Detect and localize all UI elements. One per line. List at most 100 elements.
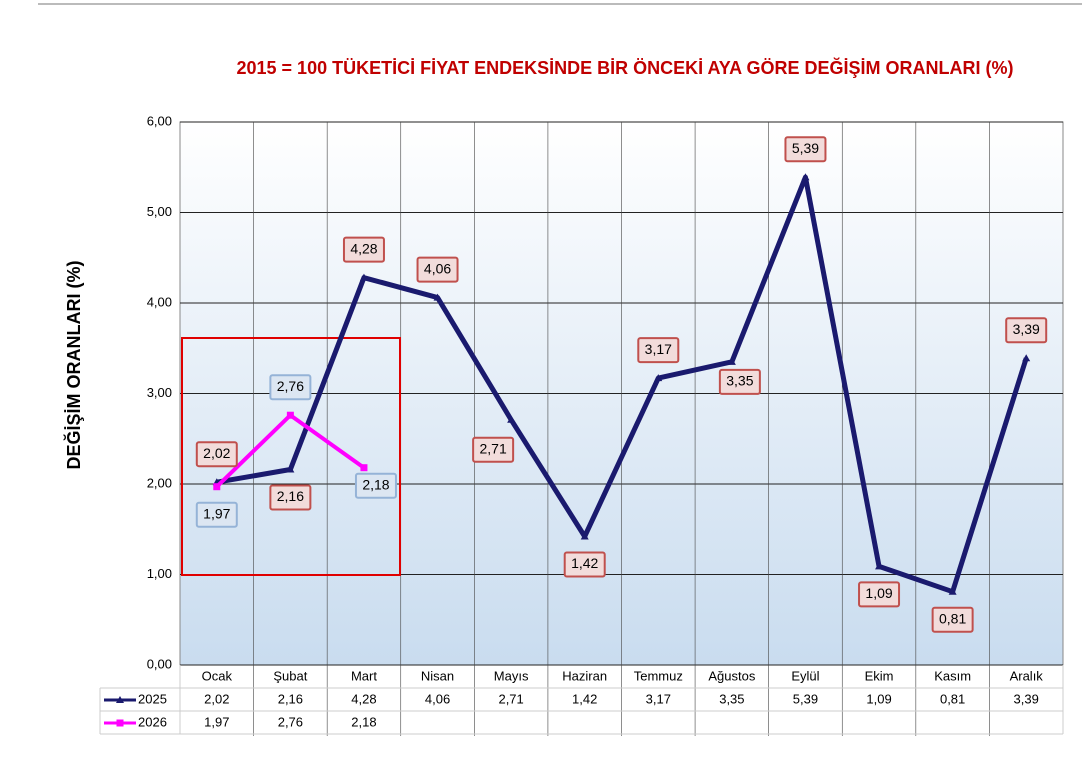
data-label-box <box>342 236 385 263</box>
data-label: 0,81 <box>931 606 974 633</box>
point-marker <box>433 293 442 301</box>
highlight-box <box>181 337 401 576</box>
data-label-text: 4,28 <box>350 240 377 256</box>
data-label-text: 2,02 <box>203 445 230 461</box>
data-label-text: 3,35 <box>726 373 753 389</box>
x-tick-label: Mayıs <box>494 668 529 683</box>
table-cell: 4,28 <box>351 691 376 706</box>
data-label: 2,16 <box>269 484 312 511</box>
data-label-text: 4,06 <box>424 260 451 276</box>
point-marker <box>1022 354 1031 362</box>
point-marker <box>360 464 368 472</box>
chart-title: 2015 = 100 TÜKETİCİ FİYAT ENDEKSİNDE BİR… <box>236 58 1014 78</box>
point-marker <box>654 374 663 382</box>
data-label: 2,71 <box>472 436 515 463</box>
data-label-box <box>931 606 974 633</box>
x-tick-label: Temmuz <box>634 668 683 683</box>
data-label-text: 5,39 <box>792 140 819 156</box>
data-label-text: 3,39 <box>1013 321 1040 337</box>
data-label-box <box>472 436 515 463</box>
data-label-box <box>269 484 312 511</box>
x-tick-label: Ağustos <box>708 668 755 683</box>
data-label-box <box>195 501 238 528</box>
data-label: 2,18 <box>354 472 397 499</box>
data-label-box <box>718 368 761 395</box>
data-label: 1,42 <box>563 551 606 578</box>
data-label-text: 2,76 <box>277 378 304 394</box>
series-line <box>216 174 1029 595</box>
data-label-text: 2,18 <box>362 476 389 492</box>
point-marker <box>213 483 221 491</box>
point-marker <box>875 562 884 570</box>
x-tick-label: Şubat <box>273 668 307 683</box>
point-marker <box>801 173 810 181</box>
data-label-box <box>354 472 397 499</box>
table-cell: 0,81 <box>940 691 965 706</box>
x-tick-label: Ocak <box>202 668 233 683</box>
legend-marker <box>116 696 124 703</box>
data-label-box <box>563 551 606 578</box>
data-label-text: 2,16 <box>277 488 304 504</box>
data-label-text: 1,97 <box>203 505 230 521</box>
data-label-box <box>637 337 680 364</box>
table-cell: 2,71 <box>498 691 523 706</box>
data-label: 3,39 <box>1005 317 1048 344</box>
data-label-box <box>1005 317 1048 344</box>
data-label-text: 1,42 <box>571 555 598 571</box>
table-cell: 5,39 <box>793 691 818 706</box>
point-marker <box>948 587 957 595</box>
data-label: 5,39 <box>784 136 827 163</box>
legend-label: 2026 <box>138 714 167 729</box>
y-axis-label: DEĞİŞİM ORANLARI (%) <box>63 260 84 469</box>
data-label: 1,97 <box>195 501 238 528</box>
y-tick-label: 4,00 <box>147 294 172 309</box>
table-cell: 2,76 <box>278 714 303 729</box>
x-tick-label: Aralık <box>1010 668 1044 683</box>
data-label-box <box>269 374 312 401</box>
data-label-box <box>784 136 827 163</box>
data-label-text: 3,17 <box>645 341 672 357</box>
x-tick-label: Nisan <box>421 668 454 683</box>
table-cell: 4,06 <box>425 691 450 706</box>
point-marker <box>727 357 736 365</box>
data-label: 2,02 <box>195 441 238 468</box>
y-tick-label: 5,00 <box>147 204 172 219</box>
table-cell: 1,42 <box>572 691 597 706</box>
table-cell: 3,17 <box>646 691 671 706</box>
point-marker <box>507 415 516 423</box>
table-cell: 3,39 <box>1014 691 1039 706</box>
point-marker <box>359 273 368 281</box>
data-label: 3,35 <box>718 368 761 395</box>
y-tick-label: 3,00 <box>147 385 172 400</box>
x-tick-label: Eylül <box>791 668 819 683</box>
y-tick-label: 2,00 <box>147 475 172 490</box>
data-label: 4,28 <box>342 236 385 263</box>
y-tick-label: 6,00 <box>147 113 172 128</box>
data-label-box <box>858 581 901 608</box>
table-cell: 2,18 <box>351 714 376 729</box>
data-label-box <box>195 441 238 468</box>
data-label-text: 1,09 <box>865 585 892 601</box>
x-tick-label: Kasım <box>934 668 971 683</box>
y-tick-label: 0,00 <box>147 656 172 671</box>
table-cell: 3,35 <box>719 691 744 706</box>
table-cell: 2,16 <box>278 691 303 706</box>
x-tick-label: Ekim <box>865 668 894 683</box>
x-tick-label: Mart <box>351 668 377 683</box>
table-cell: 1,97 <box>204 714 229 729</box>
legend-label: 2025 <box>138 691 167 706</box>
table-cell: 1,09 <box>866 691 891 706</box>
data-label-text: 2,71 <box>480 440 507 456</box>
data-label: 2,76 <box>269 374 312 401</box>
data-label-text: 0,81 <box>939 610 966 626</box>
point-marker <box>286 411 294 419</box>
data-label: 1,09 <box>858 581 901 608</box>
x-tick-label: Haziran <box>562 668 607 683</box>
legend-marker <box>116 719 124 727</box>
table-cell: 2,02 <box>204 691 229 706</box>
data-label-box <box>416 256 459 283</box>
y-tick-label: 1,00 <box>147 566 172 581</box>
data-label: 4,06 <box>416 256 459 283</box>
